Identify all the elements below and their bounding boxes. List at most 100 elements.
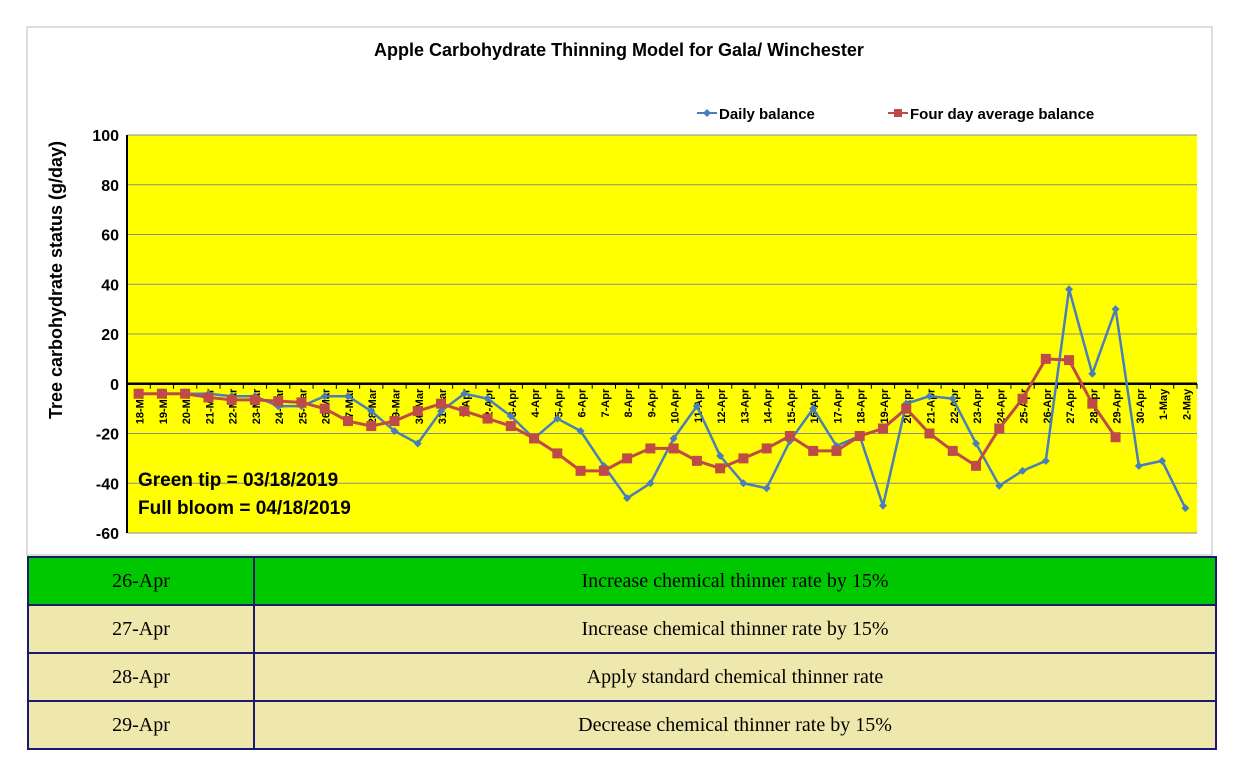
row-action: Decrease chemical thinner rate by 15% (253, 700, 1217, 750)
daily-balance-point (460, 389, 469, 398)
daily-balance-point (553, 414, 562, 423)
legend-diamond-icon (703, 109, 711, 117)
four-day-average-point (877, 423, 888, 434)
four-day-average-point (645, 443, 656, 454)
y-tick-label: 0 (110, 377, 119, 394)
daily-balance-point (623, 494, 632, 503)
daily-balance-point (972, 439, 981, 448)
daily-balance-point (762, 484, 771, 493)
x-tick-label: 13-Apr (739, 388, 751, 424)
four-day-average-point (249, 394, 260, 405)
four-day-average-point (412, 406, 423, 417)
four-day-average-point (156, 388, 167, 399)
four-day-average-point (366, 421, 377, 432)
four-day-average-point (319, 403, 330, 414)
green-tip-annotation: Green tip = 03/18/2019 (138, 470, 338, 491)
daily-balance-point (739, 479, 748, 488)
four-day-average-point (482, 413, 493, 424)
four-day-average-point (831, 445, 842, 456)
daily-balance-point (1158, 456, 1167, 465)
daily-balance-point (367, 407, 376, 416)
x-tick-label: 27-Apr (1065, 388, 1077, 424)
y-axis-label: Tree carbohydrate status (g/day) (46, 141, 66, 419)
daily-balance-point (948, 394, 957, 403)
table-row: 26-Apr Increase chemical thinner rate by … (27, 556, 1217, 606)
x-tick-label: 12-Apr (716, 388, 728, 424)
four-day-average-point (901, 403, 912, 414)
row-action: Apply standard chemical thinner rate (253, 652, 1217, 702)
four-day-average-point (133, 388, 144, 399)
daily-balance-point (646, 479, 655, 488)
four-day-average-point (1064, 355, 1075, 366)
daily-balance-point (1111, 305, 1120, 314)
daily-balance-point (343, 392, 352, 401)
daily-balance-point (809, 404, 818, 413)
y-tick-label: 60 (101, 228, 119, 245)
daily-balance-point (1065, 285, 1074, 294)
x-tick-label: 9-Apr (646, 388, 658, 417)
table-row: 29-Apr Decrease chemical thinner rate by … (27, 700, 1217, 750)
row-date: 27-Apr (27, 604, 255, 654)
legend-four-day: Four day average balance (910, 106, 1094, 123)
four-day-average-point (575, 465, 586, 476)
x-tick-label: 3-Apr (507, 388, 519, 417)
full-bloom-annotation: Full bloom = 04/18/2019 (138, 498, 351, 519)
four-day-average-point (342, 416, 353, 427)
four-day-average-point (622, 453, 633, 464)
four-day-average-point (226, 394, 237, 405)
four-day-average-point (1017, 393, 1028, 404)
legend-daily: Daily balance (719, 106, 815, 123)
carbohydrate-chart: Apple Carbohydrate Thinning Model for Ga… (26, 26, 1213, 556)
four-day-average-point (971, 460, 982, 471)
y-tick-label: 80 (101, 178, 119, 195)
four-day-average-point (598, 465, 609, 476)
four-day-average-point (761, 443, 772, 454)
x-tick-label: 15-Apr (786, 388, 798, 424)
x-tick-label: 10-Apr (670, 388, 682, 424)
x-tick-label: 22-Apr (949, 388, 961, 424)
x-tick-label: 5-Apr (553, 388, 565, 417)
four-day-average-point (715, 463, 726, 474)
four-day-average-point (436, 398, 447, 409)
four-day-average-point (691, 455, 702, 466)
four-day-average-point (994, 423, 1005, 434)
four-day-average-point (808, 445, 819, 456)
x-tick-label: 23-Apr (972, 388, 984, 424)
four-day-average-point (180, 388, 191, 399)
daily-balance-point (506, 412, 515, 421)
four-day-average-point (529, 433, 540, 444)
table-row: 27-Apr Increase chemical thinner rate by … (27, 604, 1217, 654)
x-tick-label: 2-Apr (484, 388, 496, 417)
daily-balance-point (878, 501, 887, 510)
daily-balance-point (669, 434, 678, 443)
y-tick-label: 20 (101, 327, 119, 344)
four-day-average-point (389, 416, 400, 427)
row-action: Increase chemical thinner rate by 15% (253, 604, 1217, 654)
daily-balance-point (576, 427, 585, 436)
thinning-recommendations-table: 26-Apr Increase chemical thinner rate by … (27, 556, 1217, 750)
x-tick-label: 1-May (1158, 388, 1170, 420)
x-tick-label: 21-Apr (926, 388, 938, 424)
x-tick-label: 6-Apr (577, 388, 589, 417)
four-day-average-point (505, 421, 516, 432)
four-day-average-point (1110, 432, 1121, 443)
table-row: 28-Apr Apply standard chemical thinner ra… (27, 652, 1217, 702)
y-tick-label: 100 (92, 128, 119, 145)
four-day-average-point (203, 392, 214, 403)
four-day-average-point (1087, 398, 1098, 409)
x-tick-label: 19-Apr (879, 388, 891, 424)
x-tick-label: 29-Apr (1112, 388, 1124, 424)
x-tick-label: 2-May (1181, 388, 1193, 420)
daily-balance-point (1134, 461, 1143, 470)
daily-balance-point (1088, 369, 1097, 378)
y-tick-label: -40 (96, 476, 119, 493)
four-day-average-point (947, 445, 958, 456)
daily-balance-point (437, 407, 446, 416)
x-tick-label: 7-Apr (600, 388, 612, 417)
four-day-average-point (552, 448, 563, 459)
four-day-average-point (296, 397, 307, 408)
chart-title: Apple Carbohydrate Thinning Model for Ga… (374, 40, 864, 60)
row-date: 26-Apr (27, 556, 255, 606)
x-tick-label: 23-Mar (251, 388, 263, 424)
four-day-average-point (459, 406, 470, 417)
